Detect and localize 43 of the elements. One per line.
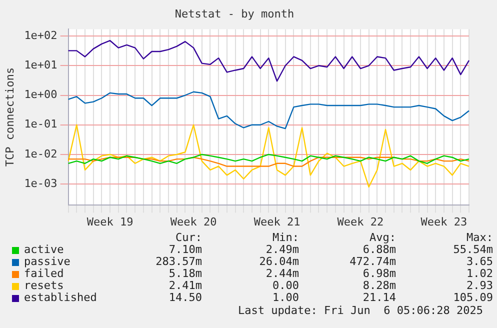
text: Last update: Fri Jun 6 05:06:28 2025	[236, 304, 484, 317]
y-tick-label: 1e-01	[24, 118, 58, 131]
text: 26.04m	[258, 255, 299, 268]
text: 2.41m	[168, 279, 202, 292]
text: 472.74m	[348, 255, 396, 268]
text: 2.49m	[264, 243, 299, 256]
legend-label: established	[24, 291, 97, 304]
text: 0.00	[272, 279, 299, 292]
text: 283.57m	[154, 255, 202, 268]
y-tick-label: 1e-02	[24, 147, 58, 160]
x-tick-label: Week 22	[337, 215, 384, 228]
text: 2.44m	[264, 267, 299, 280]
text: 14.50	[168, 291, 202, 304]
y-tick-label: 1e+00	[24, 88, 58, 102]
text: 7.10m	[168, 243, 202, 256]
text: 55.54m	[452, 243, 493, 256]
x-tick-label: Week 20	[170, 215, 217, 228]
text: 105.09	[452, 291, 493, 304]
text: Max:	[466, 231, 493, 244]
legend-label: resets	[24, 279, 64, 292]
text: 21.14	[362, 291, 396, 304]
text: 8.28m	[362, 279, 396, 292]
text: 3.65	[466, 255, 493, 268]
legend-label: active	[24, 243, 64, 256]
text: 1.00	[272, 291, 299, 304]
text: Avg:	[368, 231, 396, 244]
y-tick-label: 1e+02	[24, 28, 58, 42]
y-tick-label: 1e+01	[24, 58, 58, 72]
text: 5.18m	[168, 267, 202, 280]
y-tick-label: 1e-03	[24, 176, 58, 190]
chart-title: Netstat - by month	[174, 7, 294, 20]
text: 6.98m	[362, 267, 396, 280]
y-axis-title: TCP connections	[3, 67, 16, 167]
x-tick-label: Week 23	[420, 215, 468, 228]
legend-label: failed	[24, 267, 64, 280]
text: 1.02	[466, 267, 493, 280]
text: 6.88m	[362, 243, 396, 256]
text: Min:	[272, 231, 299, 244]
text: 2.93	[466, 279, 493, 292]
x-tick-label: Week 21	[254, 215, 300, 228]
legend-label: passive	[24, 255, 70, 268]
x-tick-label: Week 19	[86, 215, 134, 228]
text: Cur:	[174, 231, 202, 244]
